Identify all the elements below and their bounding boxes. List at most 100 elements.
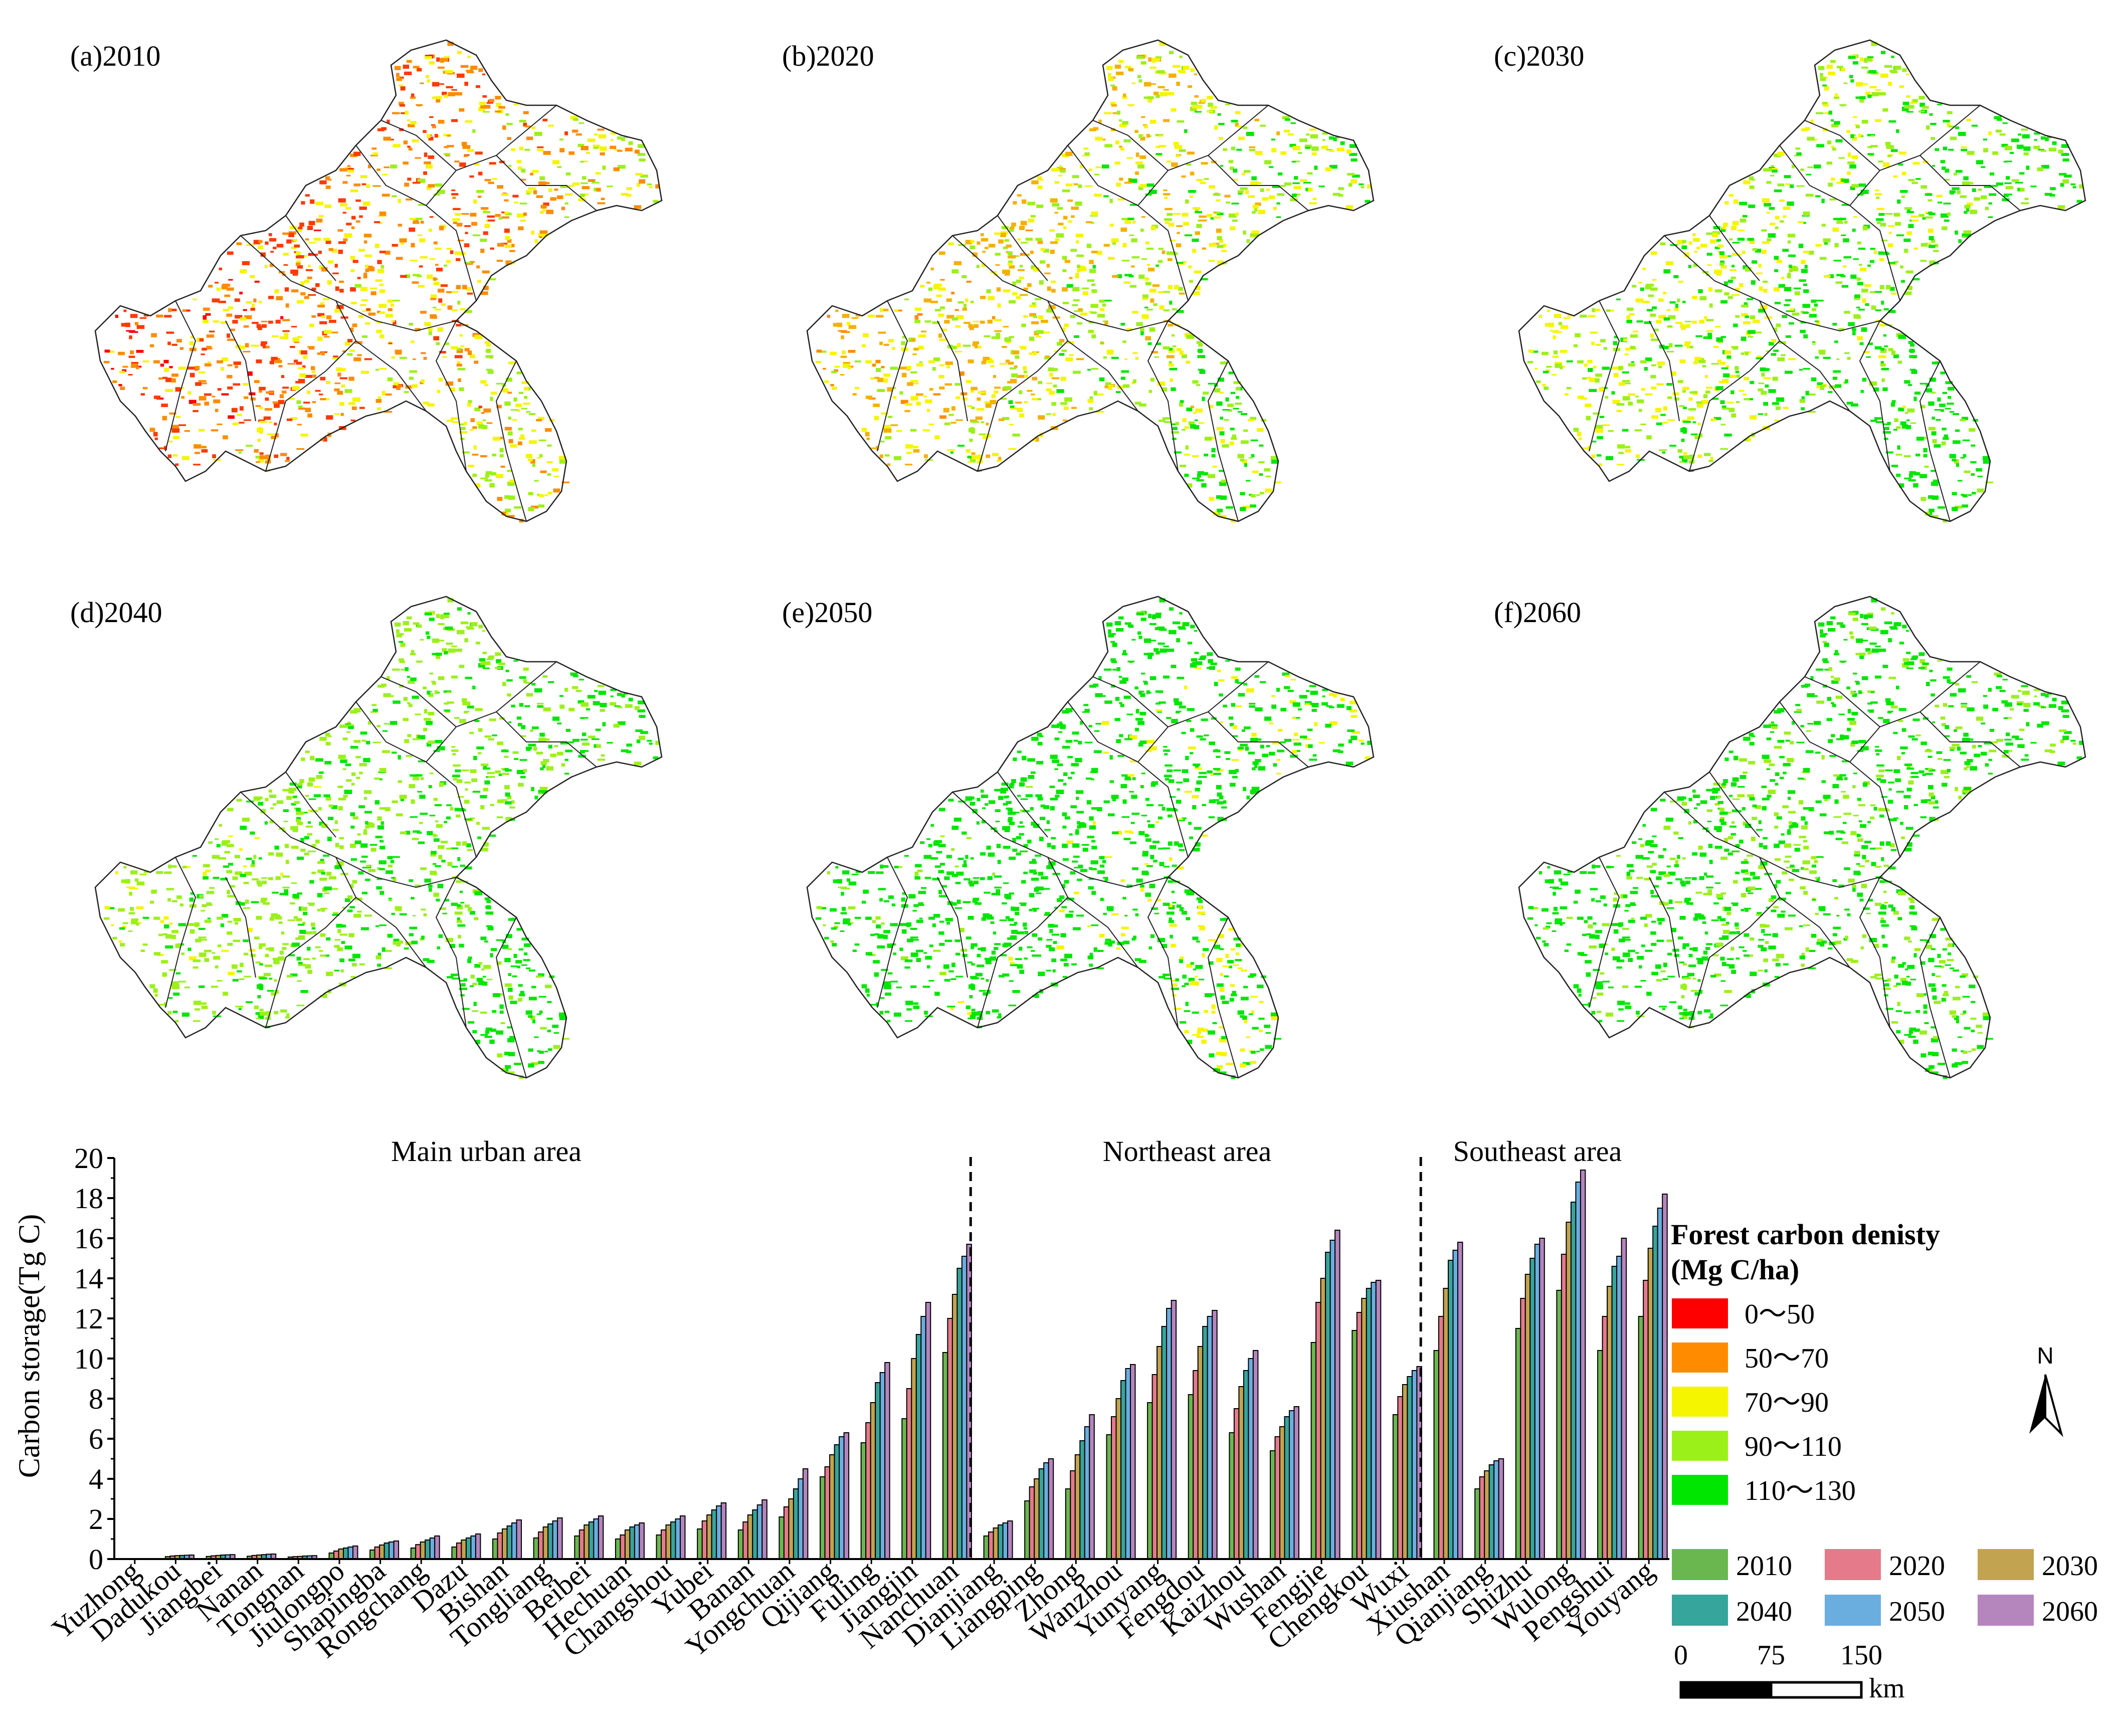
forest-patch: [1148, 57, 1152, 62]
forest-patch: [1766, 212, 1770, 214]
forest-patch: [1762, 198, 1770, 203]
forest-patch: [507, 1038, 515, 1043]
forest-patch: [1248, 419, 1254, 422]
forest-patch: [363, 829, 367, 831]
forest-patch: [393, 385, 397, 389]
forest-patch: [975, 973, 983, 977]
forest-patch: [1933, 479, 1938, 483]
forest-patch: [1706, 319, 1714, 321]
forest-patch: [1710, 239, 1715, 244]
forest-patch: [1920, 497, 1926, 501]
forest-patch: [153, 432, 158, 437]
forest-patch: [1937, 397, 1941, 402]
forest-patch: [887, 463, 891, 466]
forest-patch: [450, 291, 459, 293]
forest-patch: [1110, 102, 1116, 105]
forest-patch: [1758, 309, 1766, 313]
forest-patch: [1091, 222, 1094, 224]
forest-patch: [334, 944, 340, 948]
forest-patch: [182, 309, 187, 312]
forest-patch: [1805, 127, 1811, 130]
forest-patch: [1798, 221, 1804, 224]
forest-patch: [1209, 243, 1216, 247]
forest-patch: [428, 184, 435, 187]
forest-patch: [274, 990, 279, 994]
forest-patch: [1198, 348, 1203, 353]
forest-patch: [1747, 437, 1751, 442]
forest-patch: [270, 807, 274, 809]
forest-patch: [1008, 448, 1017, 450]
forest-patch: [169, 366, 173, 368]
forest-patch: [296, 819, 301, 823]
forest-patch: [1821, 199, 1825, 204]
forest-patch: [171, 373, 178, 377]
forest-patch: [464, 800, 470, 804]
forest-patch: [1682, 240, 1686, 243]
forest-patch: [1198, 343, 1203, 347]
forest-patch: [257, 326, 262, 330]
forest-patch: [484, 341, 490, 344]
forest-patch: [1896, 234, 1904, 237]
forest-patch: [274, 1011, 279, 1015]
forest-patch: [1143, 125, 1148, 128]
forest-patch: [377, 310, 381, 313]
forest-patch: [1220, 361, 1226, 364]
forest-patch: [452, 775, 460, 778]
forest-patch: [433, 834, 437, 838]
forest-patch: [1934, 444, 1941, 448]
forest-patch: [461, 698, 467, 702]
forest-patch: [255, 405, 261, 407]
forest-patch: [1694, 436, 1700, 439]
forest-patch: [1810, 119, 1814, 123]
forest-patch: [1611, 366, 1619, 370]
forest-patch: [1078, 308, 1082, 311]
forest-patch: [467, 149, 474, 152]
forest-patch: [1044, 272, 1051, 275]
forest-patch: [1962, 233, 1968, 238]
forest-patch: [1264, 468, 1271, 472]
forest-patch: [1129, 791, 1134, 793]
forest-patch: [347, 353, 353, 356]
forest-patch: [995, 253, 1001, 256]
forest-patch: [1835, 139, 1843, 143]
forest-patch: [1675, 303, 1679, 308]
forest-patch: [1918, 214, 1924, 217]
forest-patch: [1091, 840, 1096, 843]
forest-patch: [428, 229, 432, 232]
forest-patch: [407, 676, 411, 678]
forest-patch: [1172, 438, 1177, 440]
forest-patch: [1060, 168, 1066, 173]
forest-patch: [369, 287, 377, 290]
forest-patch: [195, 382, 202, 386]
forest-patch: [1193, 477, 1200, 479]
forest-patch: [1217, 670, 1221, 672]
forest-patch: [487, 219, 495, 222]
forest-patch: [1038, 937, 1043, 941]
forest-patch: [988, 852, 995, 857]
forest-patch: [1147, 98, 1152, 103]
forest-patch: [990, 365, 995, 367]
forest-patch: [298, 935, 305, 940]
forest-patch: [1087, 399, 1094, 403]
forest-patch: [293, 916, 298, 919]
forest-patch: [412, 281, 419, 284]
forest-patch: [1110, 658, 1116, 662]
forest-patch: [1582, 447, 1589, 449]
forest-patch: [1919, 382, 1928, 384]
district-boundary: [1208, 155, 1309, 211]
forest-patch: [541, 789, 547, 794]
forest-patch: [1813, 164, 1821, 168]
forest-patch: [482, 425, 488, 430]
forest-patch: [1592, 441, 1597, 443]
forest-patch: [1027, 283, 1032, 287]
forest-patch: [1682, 387, 1689, 391]
forest-patch: [347, 339, 353, 342]
forest-patch: [327, 735, 332, 737]
forest-patch: [313, 786, 321, 788]
forest-patch: [1210, 106, 1217, 109]
forest-patch: [1741, 304, 1749, 308]
forest-patch: [227, 386, 233, 390]
forest-patch: [1971, 444, 1976, 447]
district-boundary: [165, 300, 197, 452]
forest-patch: [1984, 185, 1992, 188]
